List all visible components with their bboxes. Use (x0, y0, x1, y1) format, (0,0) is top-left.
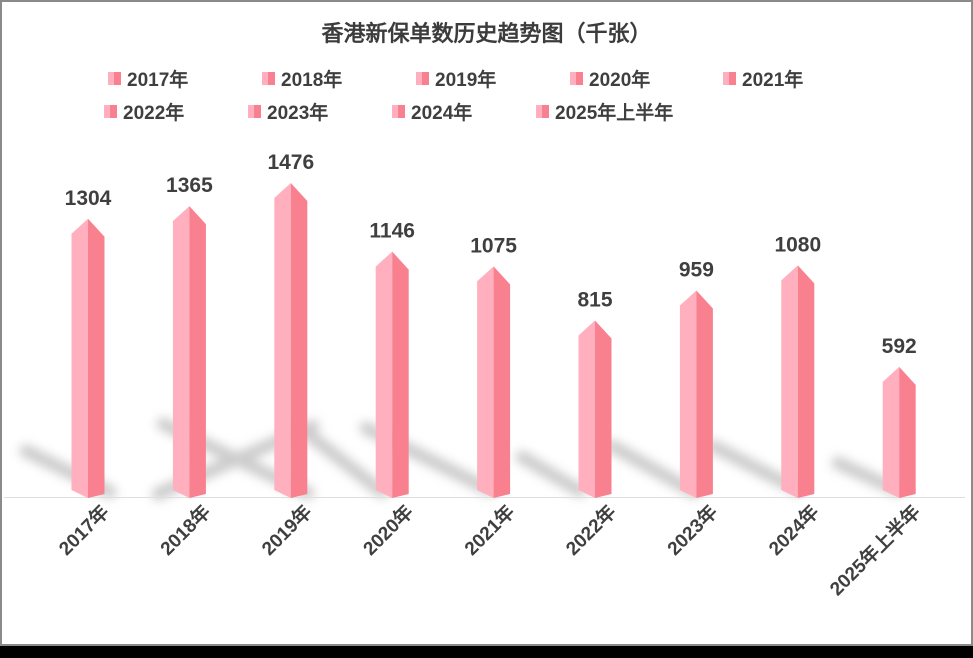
bar-right-face (595, 320, 612, 498)
legend-label: 2020年 (589, 69, 651, 91)
bottom-letterbox-bar (0, 646, 973, 658)
legend-marker-icon (108, 71, 121, 85)
value-label-2019年: 1476 (267, 151, 314, 174)
legend-marker-icon (570, 71, 583, 85)
bar-right-face (189, 206, 206, 498)
bar-2024年 (781, 265, 815, 498)
value-label-2018年: 1365 (166, 174, 213, 197)
legend-item-2020年: 2020年 (570, 67, 651, 91)
floor-shadows (19, 417, 904, 501)
value-label-2017年: 1304 (65, 187, 112, 210)
bar-2018年 (172, 206, 206, 498)
bar-2025年上半年 (882, 366, 916, 498)
legend-item-2024年: 2024年 (392, 100, 473, 124)
legend-label: 2018年 (281, 69, 343, 91)
value-label-2025年上半年: 592 (882, 335, 917, 358)
bar-right-face (899, 366, 916, 498)
legend-marker-icon (248, 104, 261, 118)
bar-2019年 (274, 183, 308, 498)
bar-left-face (274, 183, 291, 498)
bar-left-face (172, 206, 190, 498)
bar-shadow (301, 427, 389, 499)
bar-left-face (477, 266, 494, 498)
bar-2022年 (578, 320, 612, 498)
bar-shadow (515, 450, 587, 498)
legend: 2017年 2018年 2019年 2020年 2021年 2022年 2023年 2024年… (0, 0, 973, 130)
bar-right-face (392, 251, 409, 498)
bar-left-face (781, 265, 798, 498)
bar-left-face (679, 290, 697, 498)
value-label-2024年: 1080 (774, 233, 821, 256)
legend-item-2017年: 2017年 (108, 67, 189, 91)
legend-item-2023年: 2023年 (248, 100, 329, 124)
bar-2017年 (71, 218, 105, 499)
x-axis-label-2022年: 2022年 (561, 500, 621, 560)
legend-item-2018年: 2018年 (262, 67, 343, 91)
legend-label: 2022年 (123, 102, 185, 124)
bar-2020年 (375, 251, 409, 498)
bar-left-face (71, 218, 88, 499)
legend-label: 2023年 (267, 102, 329, 124)
x-axis-label-2023年: 2023年 (662, 500, 722, 560)
x-axis-label-2019年: 2019年 (257, 500, 317, 560)
bar-left-face (578, 320, 595, 498)
x-axis-label-2020年: 2020年 (358, 500, 418, 560)
x-axis-label-2025年上半年: 2025年上半年 (825, 500, 925, 600)
bar-right-face (797, 265, 815, 498)
legend-label: 2019年 (435, 69, 497, 91)
bar-right-face (493, 266, 511, 498)
chart-title: 香港新保单数历史趋势图（千张） (321, 21, 652, 46)
legend-item-2019年: 2019年 (416, 67, 497, 91)
x-axis-label-2018年: 2018年 (155, 500, 215, 560)
x-axis-label-2021年: 2021年 (460, 500, 520, 560)
legend-marker-icon (536, 104, 549, 118)
legend-marker-icon (262, 71, 275, 85)
bar-right-face (696, 290, 713, 498)
bar-left-face (375, 251, 393, 498)
legend-marker-icon (104, 104, 117, 118)
bar-left-face (882, 366, 900, 498)
value-label-2022年: 815 (577, 289, 612, 312)
legend-item-2022年: 2022年 (104, 100, 185, 124)
legend-marker-icon (416, 71, 429, 85)
legend-label: 2021年 (742, 69, 804, 91)
value-label-2021年: 1075 (470, 234, 517, 257)
legend-item-2025年上半年: 2025年上半年 (536, 100, 674, 124)
legend-marker-icon (723, 71, 736, 85)
legend-label: 2025年上半年 (555, 102, 674, 124)
bar-right-face (88, 218, 105, 499)
legend-marker-icon (392, 104, 405, 118)
bar-2023年 (679, 290, 713, 498)
x-axis-label-2017年: 2017年 (54, 500, 114, 560)
bar-2021年 (477, 266, 511, 498)
value-label-2023年: 959 (679, 259, 714, 282)
value-label-2020年: 1146 (369, 220, 415, 243)
legend-label: 2017年 (127, 69, 189, 91)
legend-item-2021年: 2021年 (723, 67, 804, 91)
x-axis-label-2024年: 2024年 (764, 500, 824, 560)
legend-label: 2024年 (411, 102, 473, 124)
bar-right-face (290, 183, 308, 498)
